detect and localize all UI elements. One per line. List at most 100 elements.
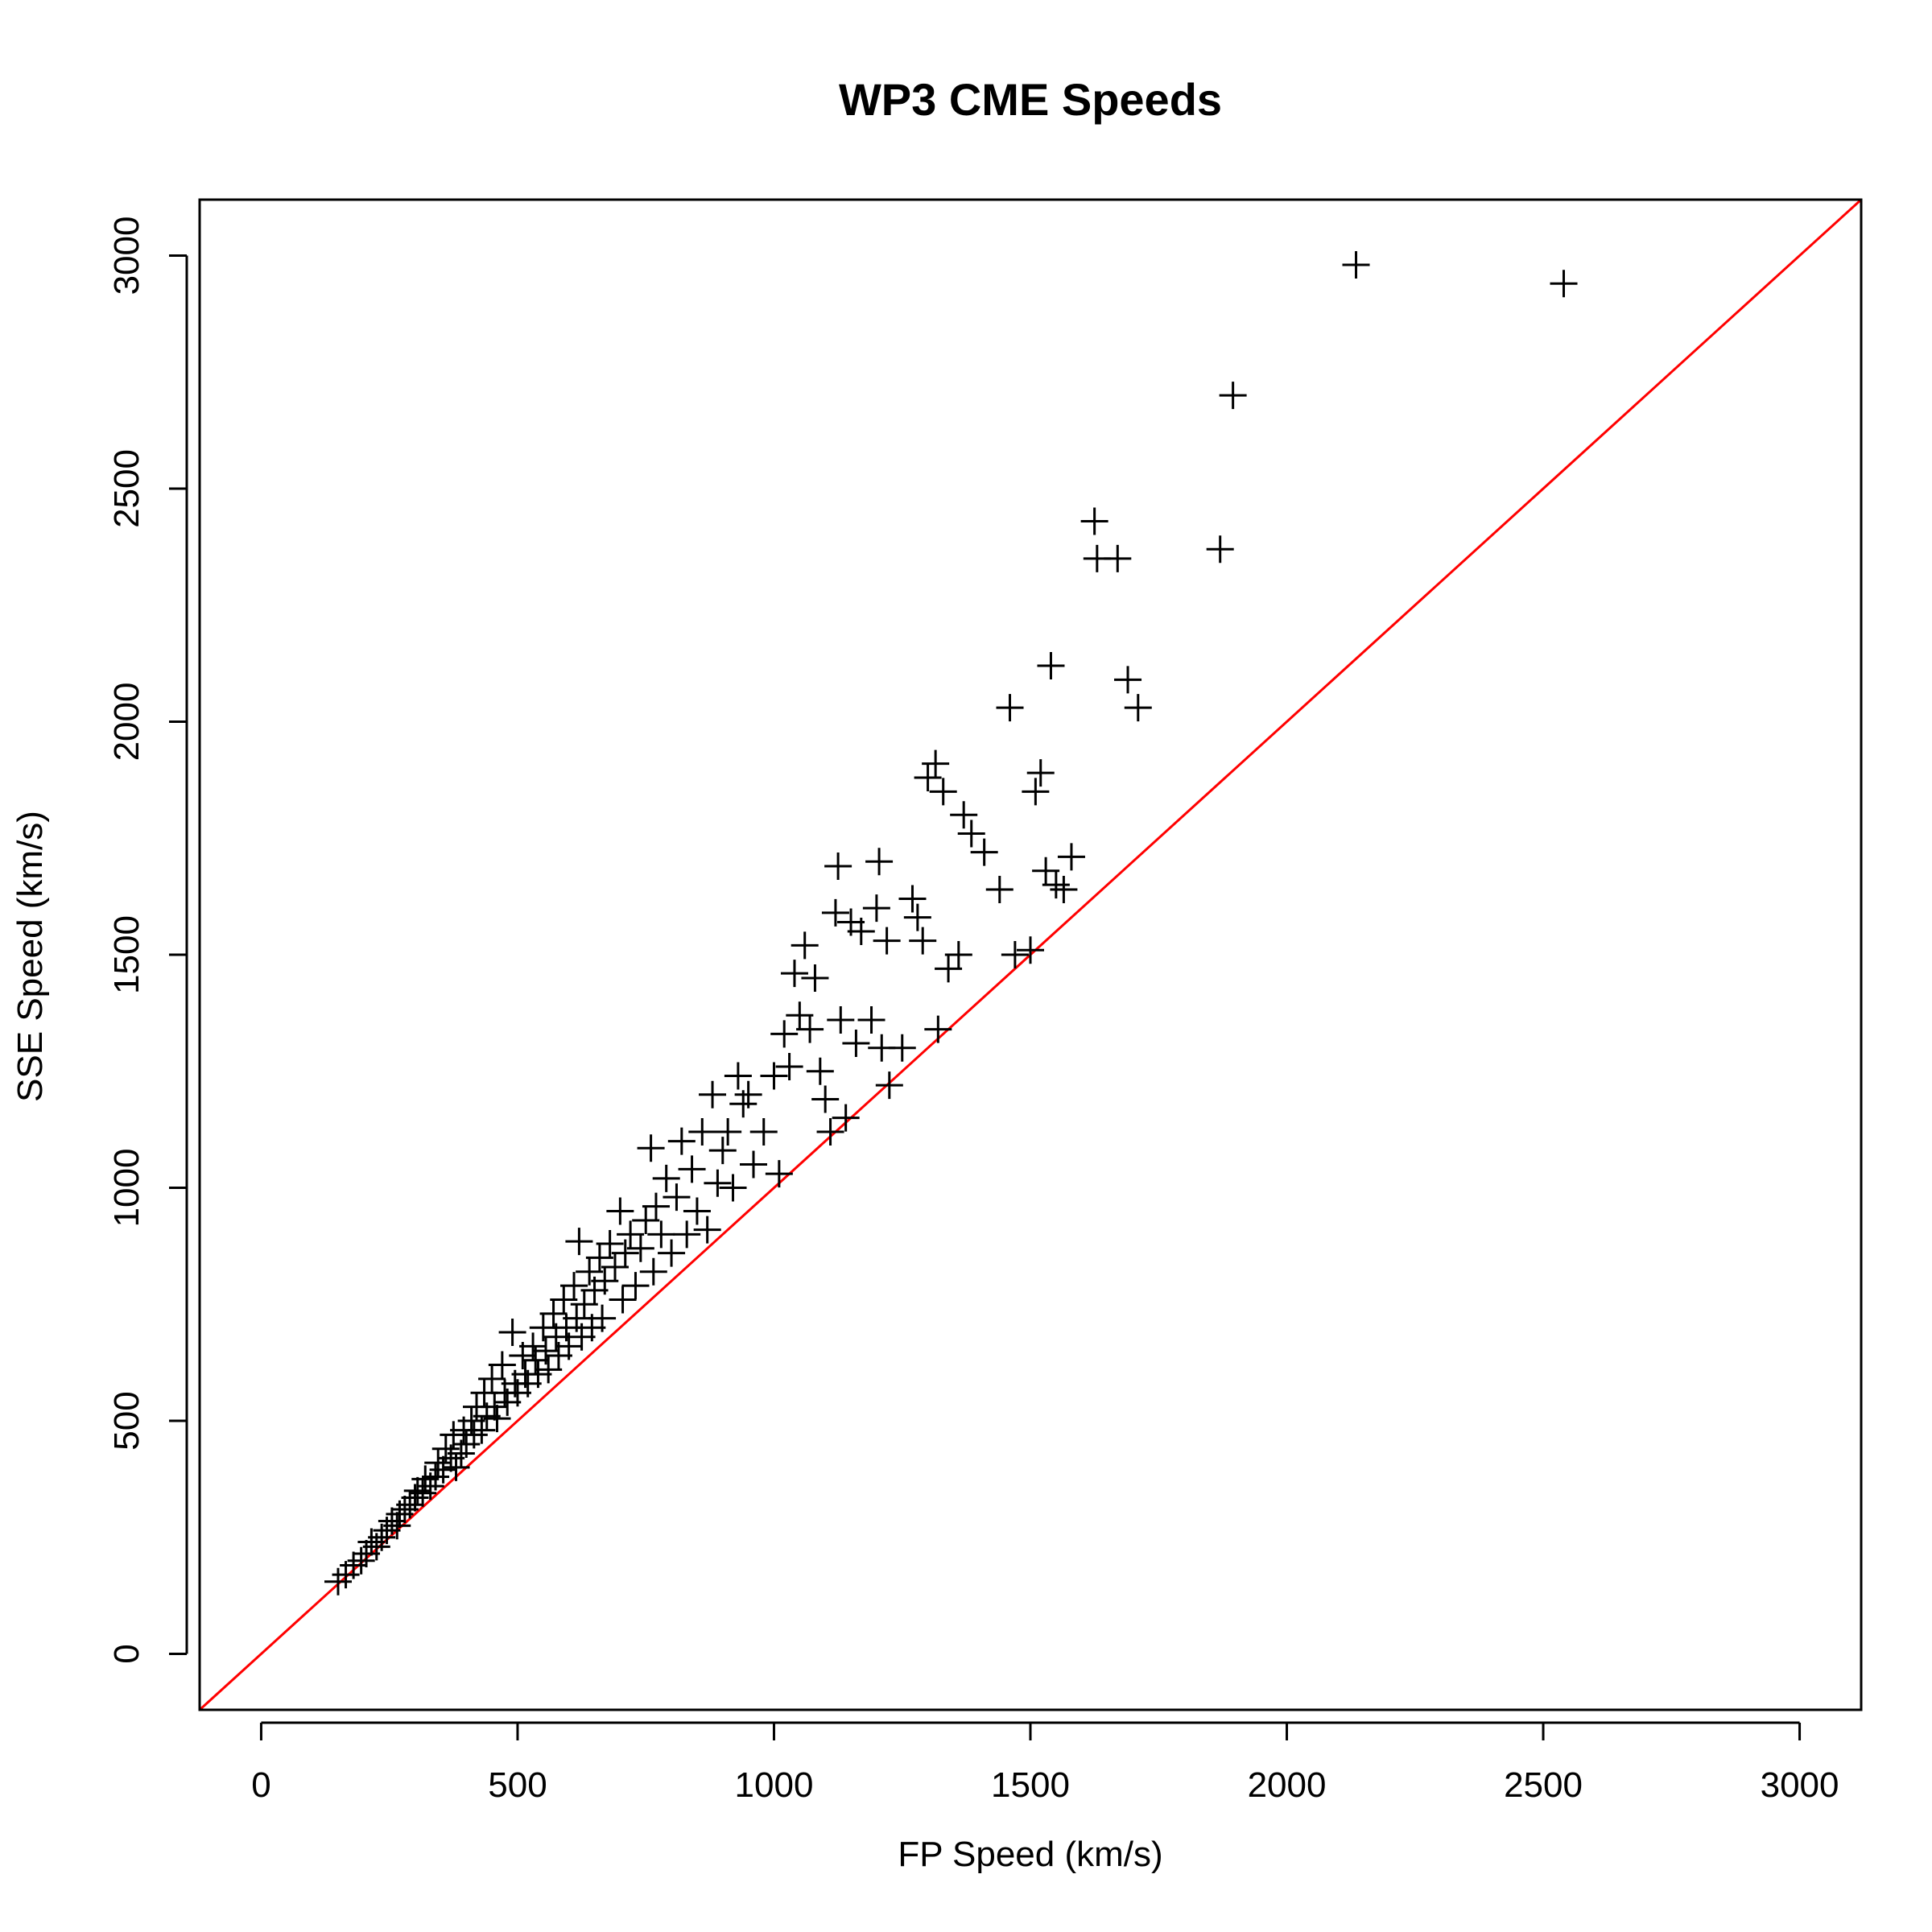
data-point [944, 941, 972, 968]
data-point [588, 1304, 617, 1332]
data-point [498, 1319, 526, 1346]
data-point [637, 1134, 665, 1162]
data-point [801, 964, 829, 992]
data-point [632, 1207, 660, 1235]
data-point [683, 1197, 711, 1225]
data-point [606, 1197, 634, 1225]
y-tick-label: 3000 [107, 217, 147, 295]
data-point [1124, 694, 1152, 722]
data-point [734, 1080, 762, 1108]
data-point [621, 1272, 650, 1300]
data-point [708, 1137, 737, 1165]
data-point [422, 1463, 450, 1491]
data-point [460, 1421, 488, 1449]
x-tick-label: 3000 [1761, 1765, 1839, 1805]
data-point [535, 1356, 563, 1384]
x-tick-label: 500 [488, 1765, 547, 1805]
x-tick-label: 2500 [1504, 1765, 1583, 1805]
x-tick-label: 1500 [991, 1765, 1070, 1805]
data-point [775, 1052, 803, 1080]
data-point [970, 838, 998, 866]
data-point [585, 1244, 613, 1272]
data-point [611, 1239, 639, 1267]
data-point [626, 1234, 654, 1262]
data-point [888, 1034, 916, 1062]
data-point [985, 875, 1013, 903]
data-point [647, 1220, 675, 1249]
data-point [642, 1192, 670, 1220]
data-point [1550, 270, 1578, 298]
data-point [652, 1164, 680, 1192]
x-axis: 0 500 1000 1500 2000 2500 3000 [251, 1721, 1839, 1805]
data-point [996, 694, 1024, 722]
data-point [563, 1304, 591, 1332]
y-tick-label: 1000 [107, 1149, 147, 1228]
data-point [468, 1416, 496, 1444]
data-point [770, 1020, 799, 1048]
data-point [678, 1155, 706, 1183]
data-point [609, 1286, 637, 1314]
data-point [1050, 875, 1078, 903]
data-point [409, 1479, 437, 1507]
data-point [704, 1169, 732, 1197]
data-point [601, 1253, 629, 1281]
points-layer [324, 251, 1578, 1596]
data-point [811, 1085, 840, 1113]
data-point [673, 1220, 701, 1249]
data-point [760, 1062, 788, 1090]
x-tick-label: 1000 [735, 1765, 814, 1805]
data-point [560, 1272, 588, 1300]
data-point [714, 1118, 742, 1146]
x-tick-label: 2000 [1248, 1765, 1327, 1805]
data-point [424, 1449, 452, 1477]
data-point [1037, 652, 1065, 680]
data-point [699, 1080, 727, 1108]
data-point [658, 1239, 686, 1267]
data-point [688, 1118, 716, 1146]
data-point [796, 1015, 824, 1043]
data-point [924, 1015, 952, 1043]
data-point [765, 1160, 793, 1188]
y-tick-label: 2500 [107, 449, 147, 528]
data-point [1206, 535, 1234, 564]
data-point [816, 1118, 844, 1146]
data-point [403, 1476, 431, 1505]
data-point [1219, 382, 1247, 410]
data-point [821, 898, 849, 927]
y-tick-label: 1500 [107, 915, 147, 994]
data-point [368, 1523, 396, 1551]
data-point [576, 1257, 604, 1286]
x-tick-label: 0 [251, 1765, 270, 1805]
data-point [1032, 857, 1060, 885]
data-point [539, 1299, 568, 1327]
y-tick-label: 0 [107, 1644, 147, 1663]
data-point [1001, 941, 1029, 968]
data-point [591, 1267, 619, 1295]
data-point [922, 749, 950, 778]
data-point [786, 1001, 814, 1030]
data-point [832, 1104, 860, 1132]
data-point [914, 763, 942, 791]
data-point [596, 1229, 624, 1257]
data-point [806, 1057, 834, 1085]
data-point [383, 1512, 411, 1540]
data-point [780, 960, 808, 988]
data-point [340, 1551, 368, 1579]
data-point [791, 931, 819, 960]
data-point [1342, 251, 1370, 279]
data-point [903, 903, 931, 931]
data-point [570, 1290, 598, 1319]
data-point [429, 1455, 457, 1484]
x-axis-label: FP Speed (km/s) [898, 1835, 1162, 1874]
data-point [1080, 507, 1108, 535]
data-point [519, 1332, 547, 1360]
data-point [481, 1393, 509, 1421]
data-point [909, 927, 937, 955]
data-point [396, 1491, 424, 1519]
data-point [617, 1220, 645, 1249]
data-point [749, 1118, 778, 1146]
y-tick-label: 500 [107, 1391, 147, 1450]
data-point [442, 1453, 470, 1481]
data-point [1026, 759, 1055, 787]
data-point [1104, 544, 1132, 572]
